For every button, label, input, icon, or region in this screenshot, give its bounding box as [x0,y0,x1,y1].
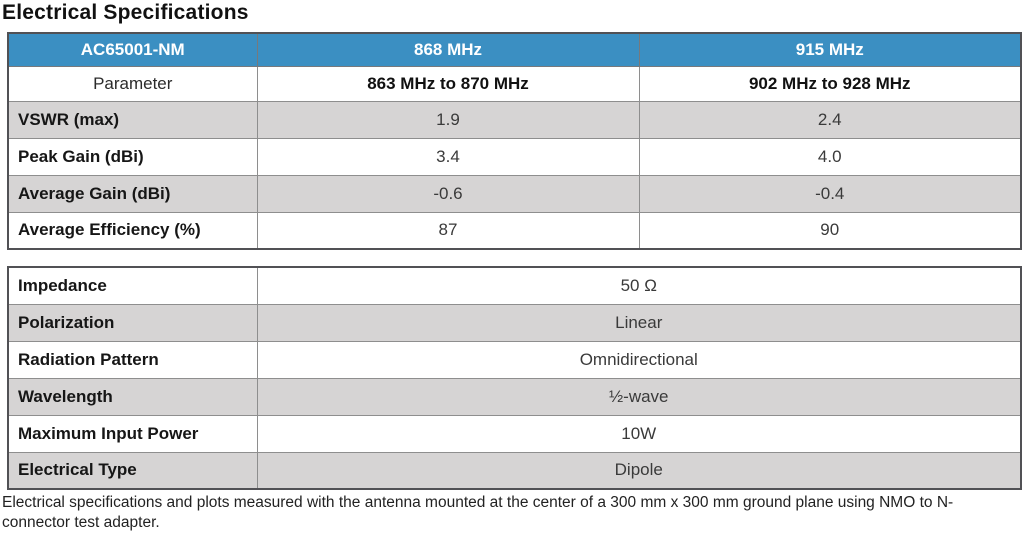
value-868: -0.6 [256,174,640,213]
table-row-electrical-type: Electrical Type Dipole [7,451,1022,490]
row-label: Peak Gain (dBi) [7,137,258,176]
row-label: Polarization [7,303,258,342]
table-header-row: AC65001-NM 868 MHz 915 MHz [7,32,1022,67]
row-label: VSWR (max) [7,100,258,139]
electrical-specs-band-table: AC65001-NM 868 MHz 915 MHz Parameter 863… [7,32,1022,250]
value-915: 4.0 [638,137,1022,176]
row-label: Maximum Input Power [7,414,258,453]
row-value: 50 Ω [256,266,1022,305]
table-row-average-efficiency: Average Efficiency (%) 87 90 [7,211,1022,250]
general-specs-table: Impedance 50 Ω Polarization Linear Radia… [7,266,1022,490]
band-915-range-cell: 902 MHz to 928 MHz [638,65,1022,102]
row-value: ½-wave [256,377,1022,416]
page-title: Electrical Specifications [2,1,249,24]
row-label: Radiation Pattern [7,340,258,379]
row-value: Omnidirectional [256,340,1022,379]
table-row-vswr: VSWR (max) 1.9 2.4 [7,100,1022,139]
row-label: Average Efficiency (%) [7,211,258,250]
table-subheader-row: Parameter 863 MHz to 870 MHz 902 MHz to … [7,65,1022,102]
table-row-impedance: Impedance 50 Ω [7,266,1022,305]
table-row-polarization: Polarization Linear [7,303,1022,342]
row-value: 10W [256,414,1022,453]
table-row-max-input-power: Maximum Input Power 10W [7,414,1022,453]
value-868: 1.9 [256,100,640,139]
value-915: -0.4 [638,174,1022,213]
table-row-average-gain: Average Gain (dBi) -0.6 -0.4 [7,174,1022,213]
row-value: Dipole [256,451,1022,490]
table-row-peak-gain: Peak Gain (dBi) 3.4 4.0 [7,137,1022,176]
row-label: Electrical Type [7,451,258,490]
measurement-footnote: Electrical specifications and plots meas… [2,494,954,531]
band-868-header-cell: 868 MHz [256,32,640,67]
model-header-cell: AC65001-NM [7,32,258,67]
row-value: Linear [256,303,1022,342]
table-row-wavelength: Wavelength ½-wave [7,377,1022,416]
value-868: 3.4 [256,137,640,176]
value-915: 90 [638,211,1022,250]
parameter-header-cell: Parameter [7,65,258,102]
band-868-range-cell: 863 MHz to 870 MHz [256,65,640,102]
row-label: Wavelength [7,377,258,416]
value-915: 2.4 [638,100,1022,139]
table-row-radiation-pattern: Radiation Pattern Omnidirectional [7,340,1022,379]
band-915-header-cell: 915 MHz [638,32,1022,67]
row-label: Impedance [7,266,258,305]
value-868: 87 [256,211,640,250]
row-label: Average Gain (dBi) [7,174,258,213]
